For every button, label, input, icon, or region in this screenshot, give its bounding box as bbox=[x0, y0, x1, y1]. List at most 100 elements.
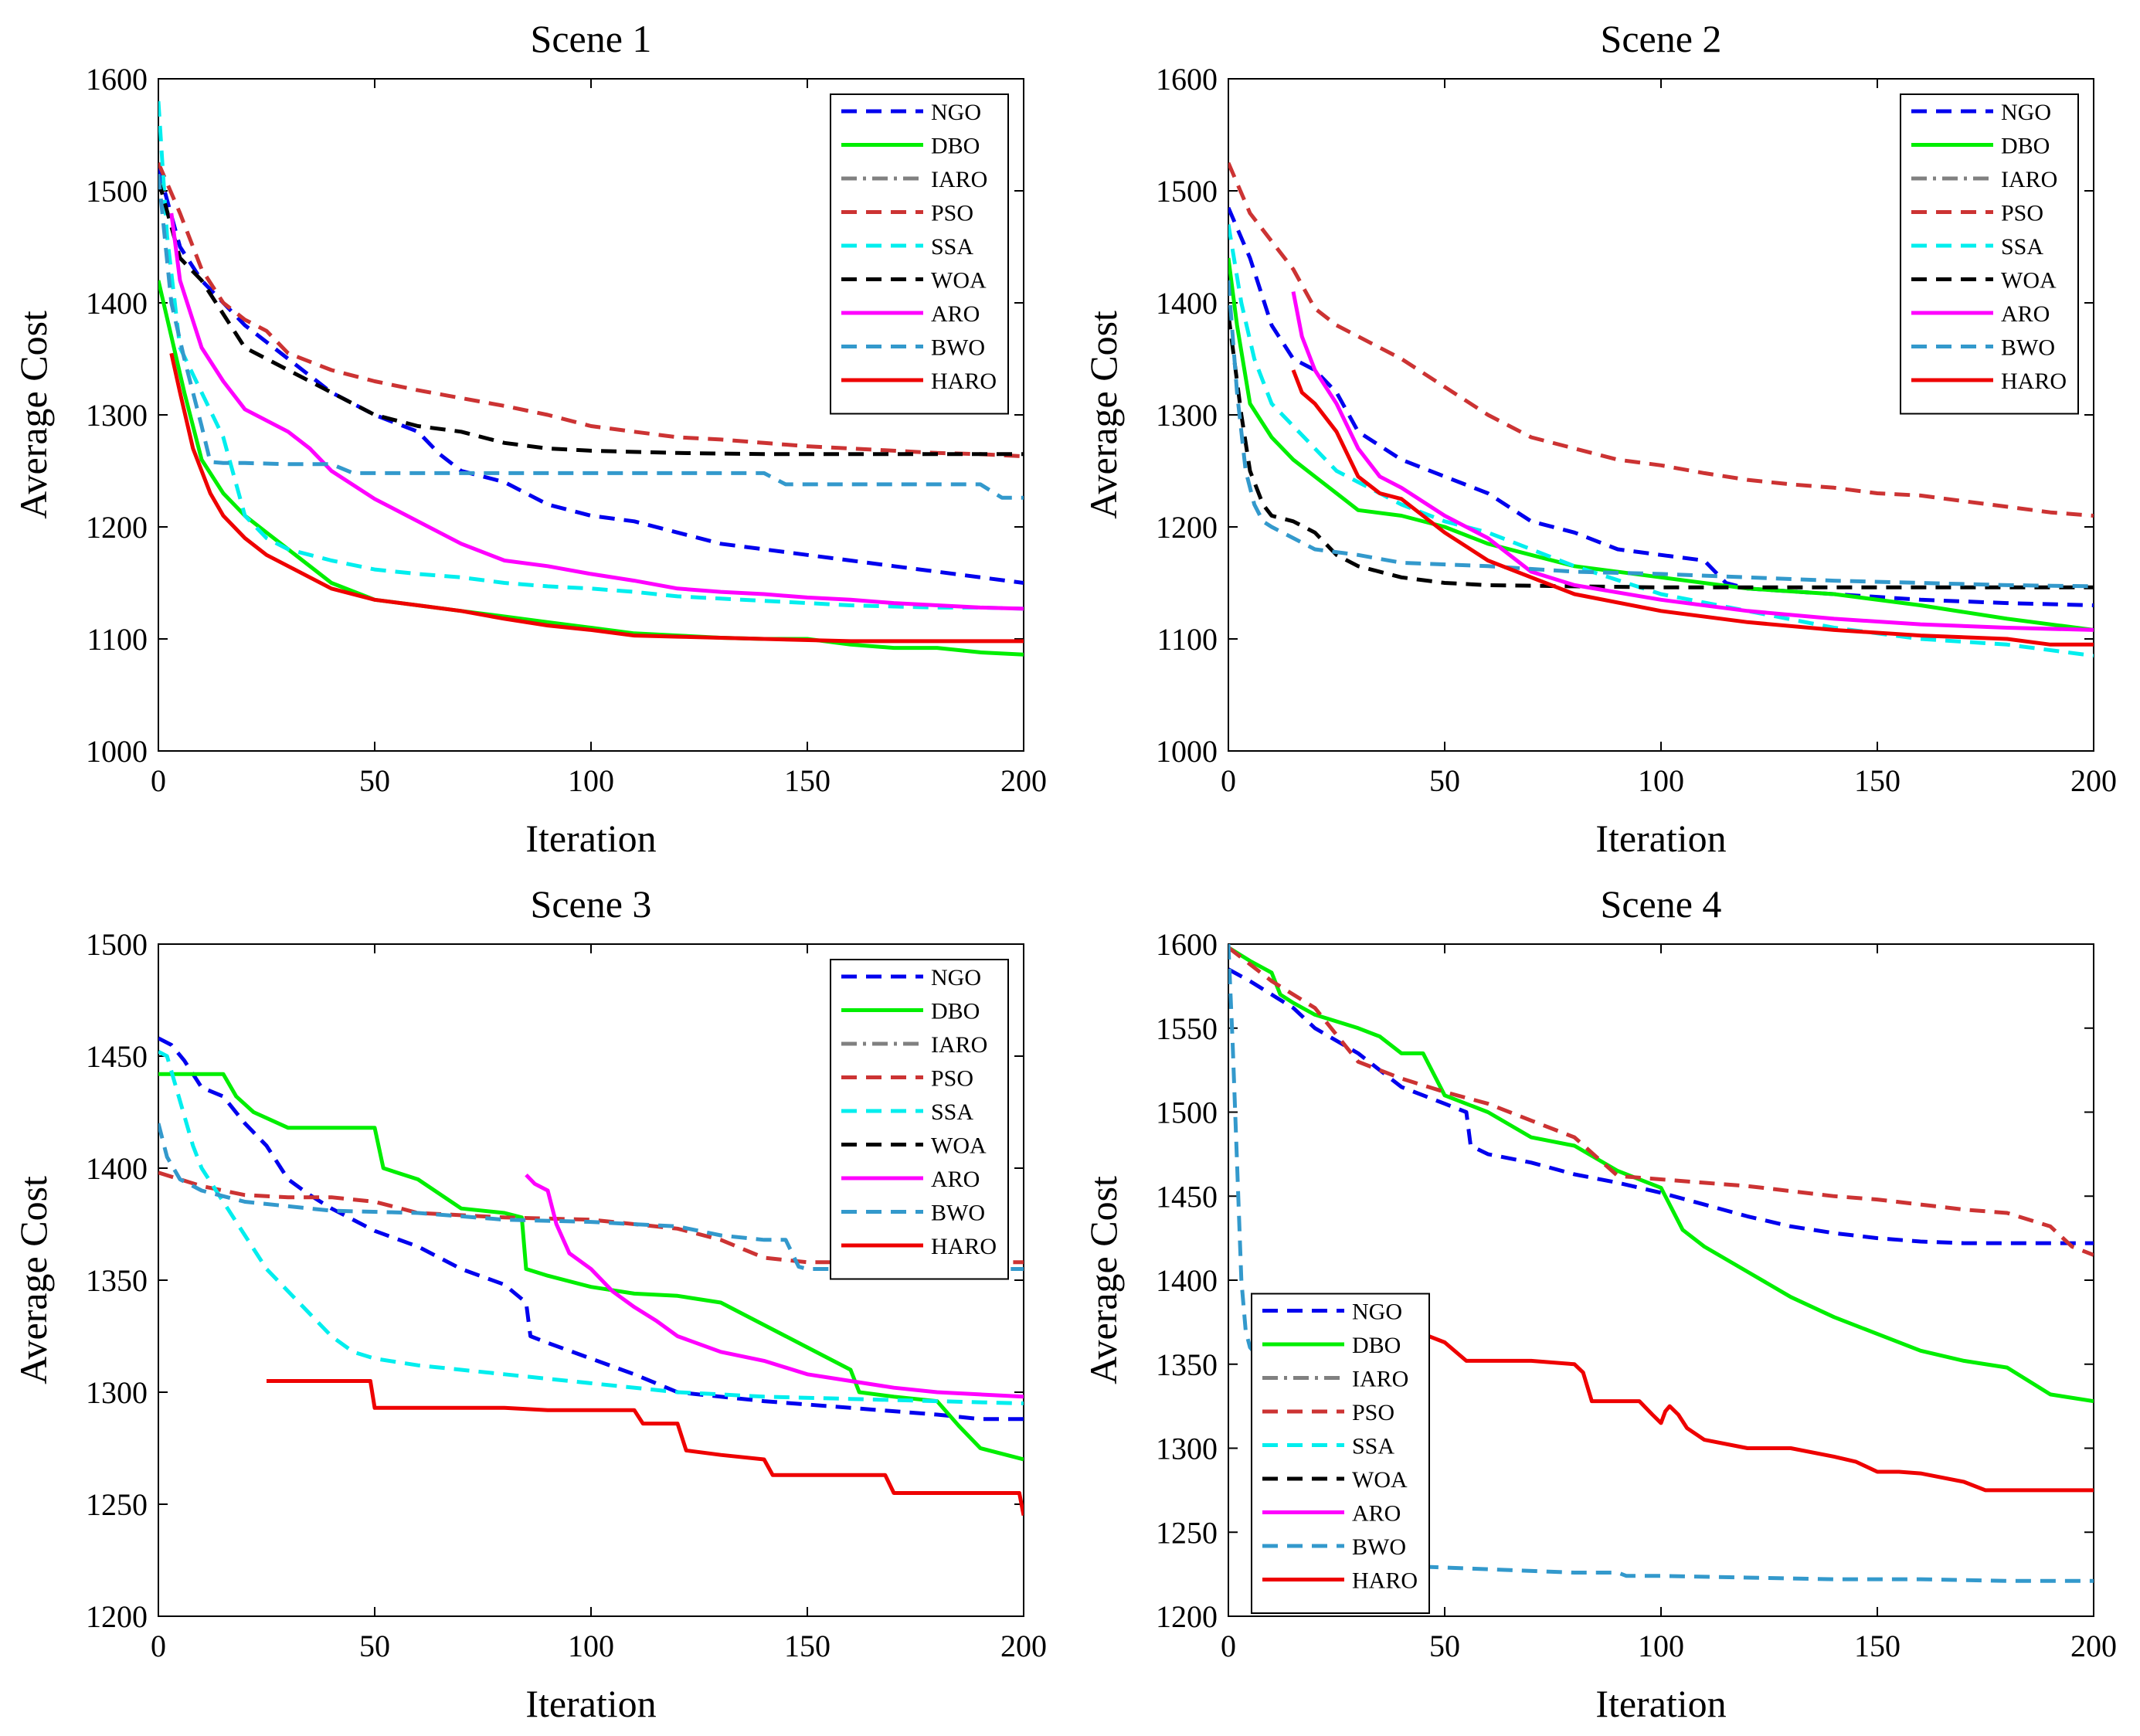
x-tick-label: 200 bbox=[1000, 1629, 1047, 1663]
legend-label-woa: WOA bbox=[931, 1133, 987, 1159]
x-tick-label: 50 bbox=[359, 763, 390, 798]
y-tick-label: 1450 bbox=[1156, 1179, 1218, 1214]
y-tick-label: 1600 bbox=[1156, 62, 1218, 97]
y-tick-label: 1300 bbox=[86, 398, 148, 433]
series-line-bwo bbox=[158, 174, 1024, 500]
y-tick-label: 1400 bbox=[86, 1151, 148, 1186]
legend-box bbox=[1900, 93, 2079, 415]
x-tick-label: 150 bbox=[1854, 1629, 1901, 1663]
y-axis-label: Average Cost bbox=[1082, 1176, 1125, 1384]
plot-area: 0 50 100 150 200 1200 1250 1300 1350 1400 1450 1500… bbox=[1156, 927, 2117, 1663]
y-tick-label: 1200 bbox=[1156, 1599, 1218, 1634]
y-tick-label: 1400 bbox=[1156, 1263, 1218, 1298]
series-line-pso bbox=[1228, 161, 2094, 518]
subplot-scene-3: Scene 3 Iteration Average Cost 0 50 100 150… bbox=[12, 882, 1047, 1725]
x-tick-label: 0 bbox=[151, 1629, 166, 1663]
series-line-pso bbox=[158, 1170, 1024, 1265]
y-tick-label: 1350 bbox=[1156, 1347, 1218, 1382]
y-tick-label: 1200 bbox=[86, 1599, 148, 1634]
series-line-aro bbox=[525, 1173, 1024, 1399]
legend-label-haro: HARO bbox=[1352, 1568, 1418, 1594]
legend-label-dbo: DBO bbox=[2001, 134, 2050, 159]
y-axis-label: Average Cost bbox=[12, 311, 55, 519]
legend-label-woa: WOA bbox=[931, 268, 987, 294]
legend: NGO DBO IARO PSO SSA WOA ARO BWO HARO bbox=[830, 93, 1009, 415]
y-tick-label: 1200 bbox=[86, 510, 148, 545]
legend-label-ssa: SSA bbox=[2001, 234, 2043, 260]
x-tick-label: 50 bbox=[359, 1629, 390, 1663]
legend: NGO DBO IARO PSO SSA WOA ARO BWO HARO bbox=[1900, 93, 2079, 415]
chart-title: Scene 3 bbox=[531, 882, 652, 926]
series-line-haro bbox=[169, 352, 1024, 644]
plot-area: 0 50 100 150 200 1000 1100 1200 1300 1400 1500 1600 bbox=[1156, 62, 2117, 798]
legend-box bbox=[830, 93, 1009, 415]
x-tick-label: 0 bbox=[1221, 763, 1236, 798]
x-tick-label: 150 bbox=[784, 1629, 831, 1663]
legend-label-iaro: IARO bbox=[931, 167, 987, 192]
y-axis-label: Average Cost bbox=[12, 1176, 55, 1384]
y-tick-label: 1000 bbox=[1156, 734, 1218, 769]
legend-label-aro: ARO bbox=[931, 1167, 980, 1192]
x-tick-label: 100 bbox=[1638, 763, 1684, 798]
x-tick-label: 0 bbox=[1221, 1629, 1236, 1663]
series-line-pso bbox=[1228, 946, 2094, 1257]
x-tick-label: 200 bbox=[1000, 763, 1047, 798]
subplot-scene-1: Scene 1 Iteration Average Cost 0 50 100 150… bbox=[12, 17, 1047, 860]
y-tick-label: 1250 bbox=[86, 1487, 148, 1522]
y-tick-label: 1300 bbox=[86, 1375, 148, 1410]
y-tick-label: 1300 bbox=[1156, 1432, 1218, 1466]
y-tick-label: 1100 bbox=[1157, 622, 1218, 657]
series-line-ssa bbox=[158, 1049, 1024, 1405]
legend-label-haro: HARO bbox=[931, 1234, 997, 1259]
series-line-dbo bbox=[1228, 257, 2094, 632]
series-line-ssa bbox=[1228, 224, 2094, 658]
legend-label-haro: HARO bbox=[2001, 369, 2067, 394]
y-tick-label: 1550 bbox=[1156, 1011, 1218, 1046]
series-line-dbo bbox=[1228, 946, 2094, 1404]
x-tick-label: 100 bbox=[568, 1629, 614, 1663]
y-axis-label: Average Cost bbox=[1082, 311, 1125, 519]
legend-label-pso: PSO bbox=[931, 201, 973, 226]
legend-label-aro: ARO bbox=[931, 301, 980, 327]
legend-label-dbo: DBO bbox=[1352, 1333, 1401, 1358]
plot-area: 0 50 100 150 200 1000 1100 1200 1300 1400 1500 1600 bbox=[86, 62, 1047, 798]
legend-label-iaro: IARO bbox=[1352, 1367, 1408, 1392]
y-tick-label: 1500 bbox=[86, 927, 148, 962]
legend-label-pso: PSO bbox=[2001, 201, 2043, 226]
legend-label-haro: HARO bbox=[931, 369, 997, 394]
legend-box bbox=[830, 959, 1009, 1280]
legend: NGO DBO IARO PSO SSA WOA ARO BWO HARO bbox=[1251, 1293, 1430, 1614]
x-axis-label: Iteration bbox=[525, 817, 656, 860]
legend-label-iaro: IARO bbox=[2001, 167, 2057, 192]
y-tick-label: 1300 bbox=[1156, 398, 1218, 433]
subplot-scene-4: Scene 4 Iteration Average Cost 0 50 100 150… bbox=[1082, 882, 2117, 1725]
legend-label-dbo: DBO bbox=[931, 134, 980, 159]
legend-label-bwo: BWO bbox=[931, 1201, 985, 1226]
legend-label-woa: WOA bbox=[1352, 1467, 1408, 1493]
legend-label-pso: PSO bbox=[1352, 1400, 1394, 1425]
y-tick-label: 1400 bbox=[86, 286, 148, 321]
series-line-haro bbox=[267, 1379, 1024, 1516]
y-tick-label: 1100 bbox=[87, 622, 148, 657]
series-line-haro bbox=[1291, 369, 2094, 647]
y-tick-label: 1350 bbox=[86, 1263, 148, 1298]
x-tick-label: 50 bbox=[1429, 1629, 1460, 1663]
legend-label-ngo: NGO bbox=[931, 100, 981, 125]
y-tick-label: 1200 bbox=[1156, 510, 1218, 545]
x-tick-label: 0 bbox=[151, 763, 166, 798]
x-tick-label: 200 bbox=[2070, 1629, 2117, 1663]
subplot-scene-2: Scene 2 Iteration Average Cost 0 50 100 150… bbox=[1082, 17, 2117, 860]
chart-title: Scene 1 bbox=[531, 17, 652, 60]
legend-label-ssa: SSA bbox=[931, 1099, 973, 1125]
y-tick-label: 1400 bbox=[1156, 286, 1218, 321]
series-line-haro bbox=[1409, 1325, 2094, 1493]
series-line-pso bbox=[158, 161, 1024, 459]
legend-label-ssa: SSA bbox=[1352, 1434, 1394, 1459]
legend-label-bwo: BWO bbox=[931, 335, 985, 361]
series-line-aro bbox=[169, 212, 1024, 611]
series-line-ngo bbox=[158, 1036, 1024, 1422]
y-tick-label: 1000 bbox=[86, 734, 148, 769]
legend-box bbox=[1251, 1293, 1430, 1614]
x-tick-label: 50 bbox=[1429, 763, 1460, 798]
